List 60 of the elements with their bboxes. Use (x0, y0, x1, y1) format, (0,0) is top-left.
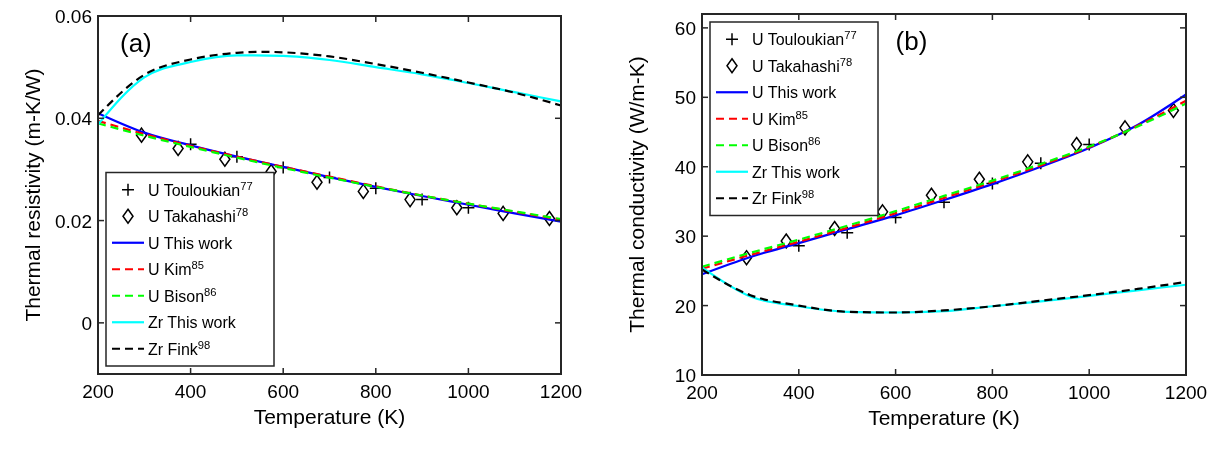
y-axis-title: Thermal conductivity (W/m-K) (625, 56, 648, 333)
y-tick-label: 20 (674, 295, 696, 317)
point (840, 225, 854, 240)
legend-label: U Touloukian$^{77}$ (752, 29, 857, 49)
annotation: (b) (895, 26, 928, 56)
legend-label: U Takahashi$^{78}$ (752, 55, 853, 75)
x-tick-label: 400 (174, 381, 207, 402)
x-tick-label: 1200 (1164, 382, 1208, 403)
x-tick-label: 200 (82, 381, 114, 402)
y-tick-label: 0.06 (55, 6, 92, 27)
point (1119, 120, 1131, 136)
x-tick-label: 1000 (1068, 382, 1111, 403)
point (461, 201, 476, 215)
x-axis-title: Temperature (K) (253, 405, 406, 428)
legend-label: U This work (148, 234, 234, 252)
y-tick-label: 0.04 (55, 108, 93, 130)
x-tick-label: 600 (267, 381, 300, 402)
y-tick-label: 30 (674, 226, 696, 248)
x-tick-label: 400 (782, 382, 815, 403)
point (780, 233, 792, 249)
point (404, 191, 416, 208)
y-tick-label: 50 (674, 87, 696, 109)
point (828, 220, 841, 237)
legend-label: Zr This work (148, 314, 237, 332)
y-tick-label: 0.02 (55, 210, 92, 232)
y-tick-label: 60 (674, 17, 696, 39)
legend-label: U Bison$^{86}$ (752, 135, 821, 155)
legend-label: U Kim$^{85}$ (752, 108, 809, 128)
point (1021, 154, 1034, 170)
annotation: (a) (120, 28, 152, 58)
x-tick-label: 1200 (539, 381, 583, 402)
point (497, 205, 509, 222)
legend-label: Zr This work (752, 163, 841, 181)
point (543, 210, 556, 227)
point (985, 176, 1000, 191)
y-tick-label: 40 (674, 156, 696, 178)
x-axis-title: Temperature (K) (868, 406, 1020, 429)
point (311, 174, 323, 190)
legend-label: U This work (752, 84, 838, 102)
point (219, 151, 231, 167)
x-tick-label: 600 (879, 382, 912, 403)
point (1070, 136, 1083, 153)
point (357, 183, 370, 200)
point (1167, 102, 1180, 119)
legend-label: U Kim$^{85}$ (148, 259, 205, 279)
x-tick-label: 800 (976, 382, 1009, 403)
point (1034, 156, 1048, 171)
y-axis-title: Thermal resistivity (m-K/W) (21, 68, 44, 322)
legend-label: Zr Fink$^{98}$ (148, 338, 211, 358)
legend-label: U Bison$^{86}$ (148, 285, 217, 305)
point (973, 171, 986, 187)
point (792, 239, 806, 253)
y-tick-label: 0 (81, 312, 92, 334)
point (135, 127, 148, 143)
legend-label: U Takahashi$^{78}$ (148, 206, 249, 226)
legend-label: U Touloukian$^{77}$ (148, 179, 253, 199)
x-tick-label: 800 (359, 381, 392, 402)
point (451, 200, 463, 216)
x-tick-label: 1000 (447, 381, 490, 402)
legend-label: Zr Fink$^{98}$ (752, 188, 815, 208)
